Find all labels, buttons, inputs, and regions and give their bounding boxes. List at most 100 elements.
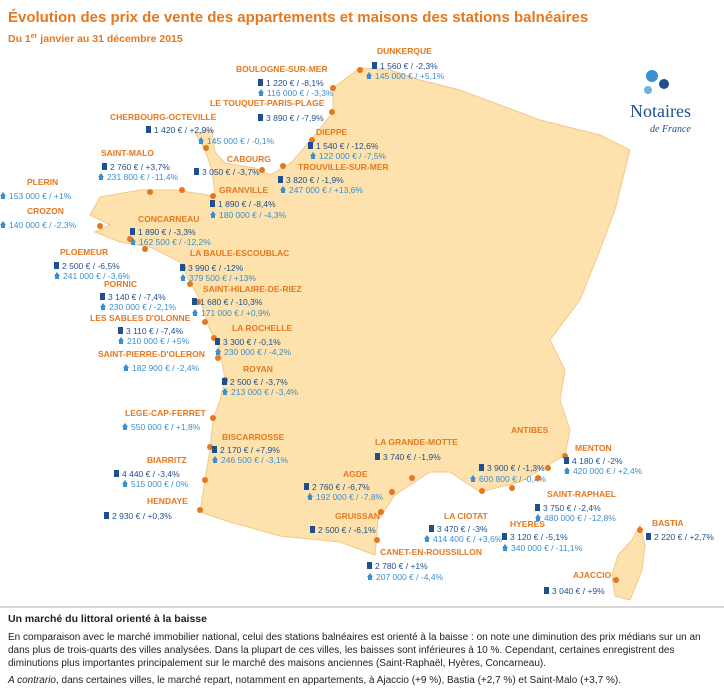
apartment-icon [535, 504, 540, 511]
logo-icon [659, 79, 669, 89]
house-price: 340 000 € / -11,1% [511, 543, 583, 553]
station-dot [409, 475, 415, 481]
station-name: CONCARNEAU [138, 214, 199, 224]
apartment-icon [212, 446, 217, 453]
station-dot [202, 319, 208, 325]
apartment-icon [308, 142, 313, 149]
station-name: BOULOGNE-SUR-MER [236, 64, 328, 74]
station-dot [97, 223, 103, 229]
apartment-icon [502, 533, 507, 540]
house-price: 246 500 € / -3,1% [221, 455, 289, 465]
house-icon [118, 337, 124, 344]
station-dot [179, 187, 185, 193]
apartment-icon [544, 587, 549, 594]
apartment-price: 1 220 € / -8,1% [266, 78, 324, 88]
corsica-outline [611, 523, 646, 601]
logo-name: Notaires [630, 101, 691, 121]
logo-icon [644, 86, 652, 94]
apartment-icon [54, 262, 59, 269]
house-icon [535, 514, 541, 521]
house-icon [98, 173, 104, 180]
station-name: AGDE [343, 469, 368, 479]
apartment-price: 1 560 € / -2,3% [380, 61, 438, 71]
station-name: CHERBOURG-OCTEVILLE [110, 112, 217, 122]
footer-paragraph: A contrario, dans certaines villes, le m… [8, 674, 716, 687]
station-name: PLOEMEUR [60, 247, 108, 257]
house-price: 153 000 € / +1% [9, 191, 72, 201]
station-dot [479, 488, 485, 494]
house-price: 210 000 € / +5% [127, 336, 190, 346]
station-dot [309, 137, 315, 143]
house-icon [180, 274, 186, 281]
station-name: DIEPPE [316, 127, 348, 137]
station-name: GRANVILLE [219, 185, 268, 195]
apartment-price: 3 110 € / -7,4% [126, 326, 183, 336]
apartment-icon [130, 228, 135, 235]
apartment-price: 1 420 € / +2,9% [154, 125, 214, 135]
apartment-price: 2 170 € / +7,9% [220, 445, 280, 455]
house-icon [100, 303, 106, 310]
house-icon [564, 467, 570, 474]
station-dot [259, 167, 265, 173]
station-name: LA BAULE-ESCOUBLAC [190, 248, 289, 258]
house-icon [280, 186, 286, 193]
house-icon [123, 364, 129, 371]
station-dot [509, 485, 515, 491]
apartment-price: 3 900 € / -1,3% [487, 463, 545, 473]
station-dot [210, 193, 216, 199]
station-name: CABOURG [227, 154, 271, 164]
station-name: SAINT-MALO [101, 148, 154, 158]
apartment-price: 3 120 € / -5,1% [510, 532, 568, 542]
apartment-icon [278, 176, 283, 183]
house-price: 231 800 € / -11,4% [107, 172, 179, 182]
station-dot [207, 444, 213, 450]
station-name: PORNIC [104, 279, 137, 289]
station-name: TROUVILLE-SUR-MER [298, 162, 389, 172]
apartment-icon [114, 470, 119, 477]
title: Évolution des prix de vente des appartem… [8, 9, 588, 26]
house-price: 420 000 € / +2,4% [573, 466, 643, 476]
house-price: 241 000 € / -3,6% [63, 271, 131, 281]
apartment-icon [146, 126, 151, 133]
apartment-icon [194, 168, 199, 175]
apartment-price: 3 470 € / -3% [437, 524, 488, 534]
apartment-icon [646, 533, 651, 540]
house-price: 140 000 € / -2,3% [9, 220, 77, 230]
subtitle-end: janvier au 31 décembre 2015 [37, 33, 182, 45]
station-dot [210, 415, 216, 421]
logo-icon [646, 70, 658, 82]
station-dot [329, 109, 335, 115]
station-name: GRUISSAN [335, 511, 380, 521]
house-price: 379 500 € / +13% [189, 273, 256, 283]
apartment-icon [479, 464, 484, 471]
house-icon [367, 573, 373, 580]
station-name: PLERIN [27, 177, 58, 187]
house-price: 230 000 € / -4,2% [224, 347, 292, 357]
house-icon [307, 493, 313, 500]
apartment-price: 3 140 € / -7,4% [108, 292, 166, 302]
apartment-icon [100, 293, 105, 300]
station-name: BASTIA [652, 518, 684, 528]
house-icon [258, 89, 264, 96]
station-name: AJACCIO [573, 570, 612, 580]
station-name: SAINT-PIERRE-D'OLERON [98, 349, 205, 359]
station-dot [535, 475, 541, 481]
house-price: 247 000 € / +13,6% [289, 185, 363, 195]
station-name: HYERES [510, 519, 545, 529]
house-price: 171 000 € / +0,9% [201, 308, 271, 318]
footer: Un marché du littoral orienté à la baiss… [8, 613, 716, 691]
house-icon [198, 137, 204, 144]
station-dot [147, 189, 153, 195]
apartment-icon [180, 264, 185, 271]
logo: Notaires de France [630, 70, 691, 135]
apartment-price: 3 050 € / -3,7% [202, 167, 260, 177]
house-icon [0, 221, 6, 228]
station-name: CANET-EN-ROUSSILLON [380, 547, 482, 557]
apartment-icon [258, 114, 263, 121]
house-icon [122, 423, 128, 430]
apartment-icon [375, 453, 380, 460]
apartment-price: 4 440 € / -3,4% [122, 469, 180, 479]
apartment-icon [367, 562, 372, 569]
station-dot [357, 67, 363, 73]
apartment-price: 1 890 € / -8,4% [218, 199, 276, 209]
